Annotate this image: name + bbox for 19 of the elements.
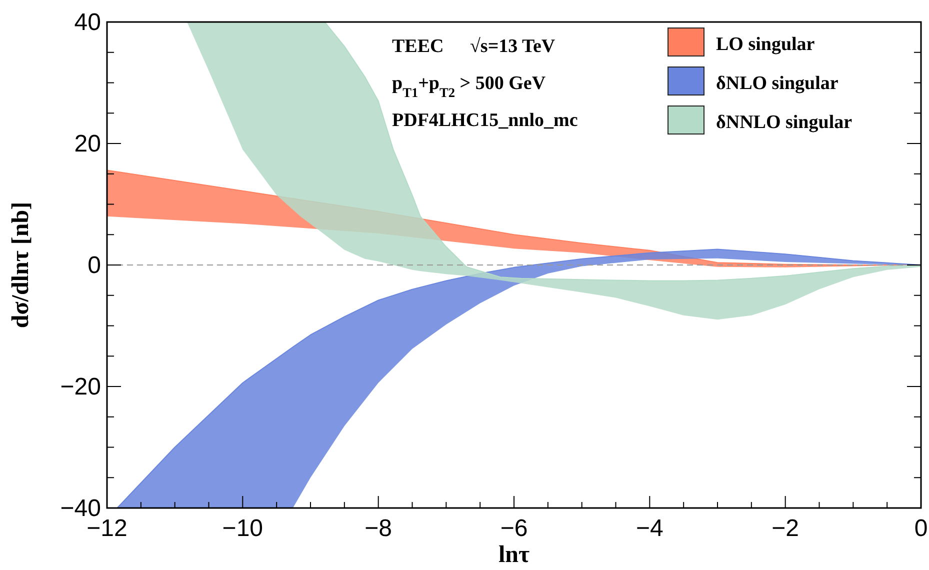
- annotation: p$_{T1}$+p$_{T2}$ > 500 GeV: [392, 73, 546, 100]
- y-tick-label: 40: [74, 9, 101, 36]
- legend-label: δNLO singular: [716, 73, 839, 94]
- x-tick-label: −8: [364, 515, 392, 542]
- annotation: TEEC: [392, 36, 444, 57]
- x-tick-label: −2: [772, 515, 800, 542]
- legend-label: δNNLO singular: [716, 112, 853, 133]
- x-tick-label: −10: [222, 515, 264, 542]
- x-tick-label: 0: [914, 515, 928, 542]
- y-tick-label: 20: [74, 130, 101, 158]
- annotation: √s=13 TeV: [470, 36, 556, 57]
- annotation: PDF4LHC15_nnlo_mc: [392, 110, 578, 131]
- y-axis-title: dσ/dlnτ [nb]: [8, 202, 34, 328]
- y-tick-label: −20: [60, 374, 101, 400]
- x-axis-title: lnτ: [498, 542, 530, 568]
- y-tick-label: 0: [88, 252, 101, 279]
- x-tick-label: −6: [500, 515, 528, 542]
- legend-label: LO singular: [716, 34, 816, 55]
- x-tick-label: −4: [636, 515, 664, 542]
